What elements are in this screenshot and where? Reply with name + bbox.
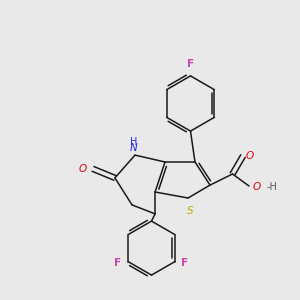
Text: N: N bbox=[130, 143, 137, 153]
Text: S: S bbox=[187, 206, 194, 216]
Text: F: F bbox=[187, 59, 194, 69]
Text: F: F bbox=[114, 258, 122, 268]
Text: O: O bbox=[245, 151, 253, 161]
Text: O: O bbox=[79, 164, 87, 174]
Text: F: F bbox=[182, 258, 189, 268]
Text: O: O bbox=[253, 182, 261, 193]
Text: H: H bbox=[130, 137, 137, 147]
Text: -H: -H bbox=[266, 182, 277, 193]
